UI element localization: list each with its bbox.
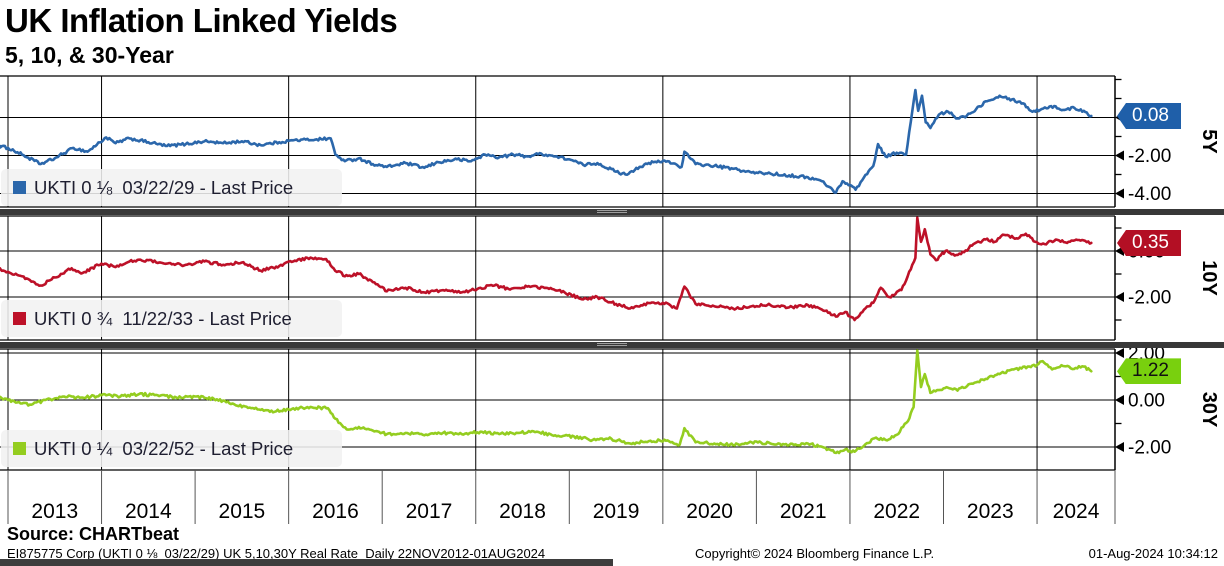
panel-divider-handle[interactable] [0,342,1224,348]
series-line-30y [0,349,1093,455]
last-price-tag-5y: 0.08 [1117,102,1181,129]
bottom-status-bar [0,559,613,566]
legend-label-5y: UKTI 0 ⅛ 03/22/29 - Last Price [34,176,294,198]
panel-axis-name: 30Y [1198,392,1220,428]
footer-security-info: EI875775 Corp (UKTI 0 ⅛ 03/22/29) UK 5,1… [7,546,546,561]
legend-label-30y: UKTI 0 ¼ 03/22/52 - Last Price [34,437,294,459]
footer-copyright: Copyright© 2024 Bloomberg Finance L.P. [695,546,935,561]
panel-axis-name: 5Y [1198,129,1220,154]
panel-axis-name: 10Y [1198,260,1220,296]
legend-10y: UKTI 0 ¾ 11/22/33 - Last Price [1,300,342,337]
legend-swatch-5y [13,181,26,194]
legend-30y: UKTI 0 ¼ 03/22/52 - Last Price [1,430,342,467]
legend-label-10y: UKTI 0 ¾ 11/22/33 - Last Price [34,307,292,329]
source-label: Source: CHARTbeat [7,524,180,544]
y-axis-tick-arrow-icon [1115,292,1124,302]
last-price-tag-30y: 1.22 [1117,358,1181,385]
x-axis-year-label: 2013 [31,500,78,523]
x-axis-year-label: 2024 [1053,500,1100,523]
legend-5y: UKTI 0 ⅛ 03/22/29 - Last Price [1,169,342,206]
x-axis-year-label: 2015 [219,500,266,523]
x-axis-year-label: 2014 [125,500,172,523]
footer-timestamp: 01-Aug-2024 10:34:12 [1088,546,1218,561]
divider-grip-icon [597,210,627,214]
y-axis-tick-arrow-icon [1115,442,1124,452]
x-axis-year-label: 2022 [873,500,920,523]
x-axis-year-label: 2019 [593,500,640,523]
last-price-value-5y: 0.08 [1132,104,1169,126]
y-axis-tick-label: 0.00 [1128,391,1165,412]
page-subtitle: 5, 10, & 30-Year [5,42,174,68]
series-line-10y [0,216,1093,322]
x-axis-year-label: 2021 [780,500,827,523]
legend-swatch-10y [13,312,26,325]
legend-swatch-30y [13,442,26,455]
x-axis-year-label: 2018 [499,500,546,523]
last-price-tag-10y: 0.35 [1117,229,1181,256]
y-axis-tick-arrow-icon [1115,395,1124,405]
last-price-value-10y: 0.35 [1132,231,1169,253]
page-title: UK Inflation Linked Yields [5,2,398,39]
y-axis-tick-label: -4.00 [1128,184,1171,205]
y-axis-tick-arrow-icon [1115,348,1124,358]
y-axis-tick-label: -2.00 [1128,438,1171,459]
x-axis-year-label: 2020 [686,500,733,523]
panel-divider-handle[interactable] [0,209,1224,215]
x-axis-year-label: 2017 [406,500,453,523]
y-axis-tick-arrow-icon [1115,188,1124,199]
divider-grip-icon [597,343,627,347]
y-axis-tick-label: -2.00 [1128,146,1171,167]
last-price-value-30y: 1.22 [1132,360,1169,382]
series-line-5y [0,88,1093,194]
y-axis-tick-label: -2.00 [1128,288,1171,309]
y-axis-tick-arrow-icon [1115,150,1124,161]
x-axis-year-label: 2016 [312,500,359,523]
x-axis-year-label: 2023 [967,500,1014,523]
